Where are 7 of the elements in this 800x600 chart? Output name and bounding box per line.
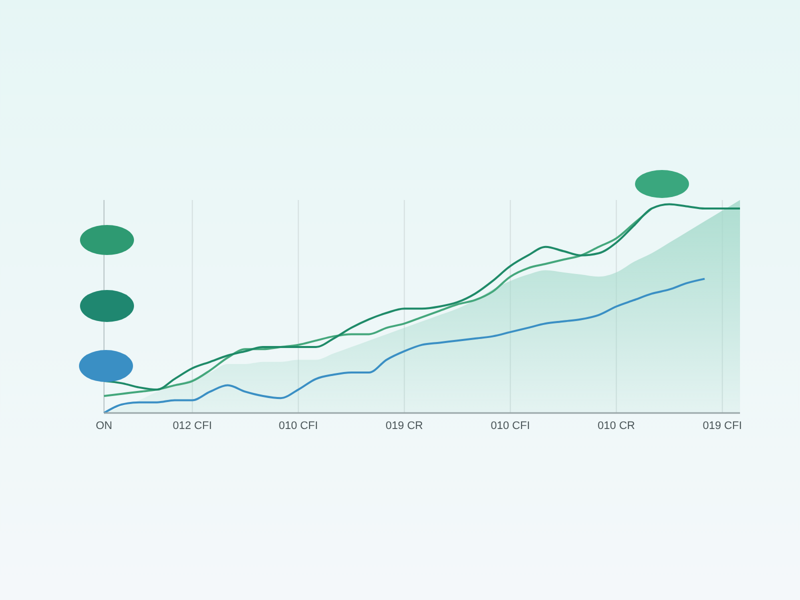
x-tick-label: 010 CR [598,420,636,432]
x-tick-label: 019 CR [386,420,424,432]
x-tick-label: 010 CFI [278,420,318,432]
x-tick-label: 019 CFI [702,420,742,432]
x-tick-label: ON [96,420,112,432]
x-tick-label: 010 CFI [490,420,530,432]
x-tick-label: 012 CFI [172,420,212,432]
